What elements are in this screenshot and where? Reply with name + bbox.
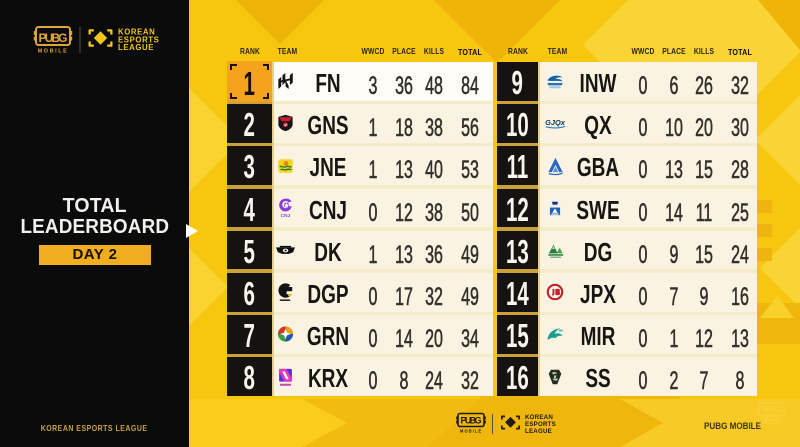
svg-text:ESPORTS: ESPORTS bbox=[525, 421, 556, 428]
svg-text:PUBG: PUBG bbox=[762, 405, 781, 414]
svg-text:PUBG: PUBG bbox=[461, 416, 482, 426]
svg-text:LEAGUE: LEAGUE bbox=[118, 43, 154, 52]
svg-text:CNJ: CNJ bbox=[280, 213, 290, 219]
svg-text:GJQx: GJQx bbox=[545, 118, 566, 127]
svg-text:KOREAN: KOREAN bbox=[525, 414, 553, 421]
svg-text:LEAGUE: LEAGUE bbox=[525, 428, 552, 435]
svg-text:MOBILE: MOBILE bbox=[460, 429, 482, 434]
svg-text:KOREAN: KOREAN bbox=[118, 28, 155, 37]
svg-text:ESPORTS: ESPORTS bbox=[118, 35, 159, 44]
svg-text:MOBILE: MOBILE bbox=[38, 49, 69, 55]
svg-text:PUBG: PUBG bbox=[39, 31, 68, 45]
